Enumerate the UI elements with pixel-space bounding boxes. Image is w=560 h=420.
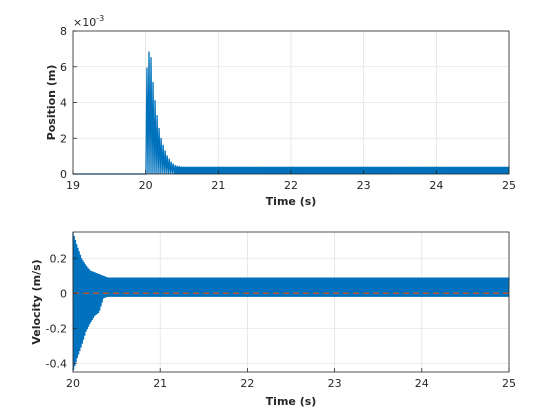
x-tick-label: 20 xyxy=(139,179,153,192)
position-y-ticks: 0 2 4 6 8 xyxy=(60,25,77,181)
velocity-series xyxy=(72,231,510,371)
y-tick-label: -0.2 xyxy=(46,322,67,335)
x-tick-label: 25 xyxy=(502,179,516,192)
position-series xyxy=(73,51,510,175)
y-tick-label: 2 xyxy=(60,132,67,145)
velocity-plot-area xyxy=(73,232,509,372)
y-tick-label: 0.2 xyxy=(50,252,68,265)
y-tick-label: 0 xyxy=(60,168,67,181)
position-y-label: Position (m) xyxy=(45,65,58,141)
x-tick-label: 23 xyxy=(357,179,371,192)
velocity-steady-band xyxy=(107,277,509,297)
velocity-x-label: Time (s) xyxy=(266,395,317,408)
velocity-axes: 20 21 22 23 24 25 -0.4 -0.2 0 0.2 Time (s) Veloc… xyxy=(30,231,516,408)
x-tick-label: 21 xyxy=(211,179,225,192)
x-tick-label: 22 xyxy=(284,179,298,192)
x-tick-label: 24 xyxy=(415,377,429,390)
velocity-y-ticks: -0.4 -0.2 0 0.2 xyxy=(46,252,77,370)
y-tick-label: 4 xyxy=(60,97,67,110)
x-tick-label: 24 xyxy=(429,179,443,192)
x-tick-label: 20 xyxy=(66,377,80,390)
x-tick-label: 25 xyxy=(502,377,516,390)
y-tick-label: 8 xyxy=(60,25,67,38)
x-tick-label: 23 xyxy=(328,377,342,390)
position-steady-band xyxy=(174,166,509,174)
y-tick-label: 6 xyxy=(60,61,67,74)
position-y-exponent: ×10-3 xyxy=(73,14,104,29)
y-tick-label: -0.4 xyxy=(46,357,67,370)
velocity-y-label: Velocity (m/s) xyxy=(30,259,43,344)
position-x-label: Time (s) xyxy=(266,195,317,208)
y-tick-label: 0 xyxy=(60,287,67,300)
x-tick-label: 21 xyxy=(153,377,167,390)
x-tick-label: 22 xyxy=(240,377,254,390)
position-x-ticks: 19 20 21 22 23 24 25 xyxy=(66,170,516,192)
x-tick-label: 19 xyxy=(66,179,80,192)
velocity-x-ticks: 20 21 22 23 24 25 xyxy=(66,368,516,390)
velocity-axes-box xyxy=(72,231,510,373)
